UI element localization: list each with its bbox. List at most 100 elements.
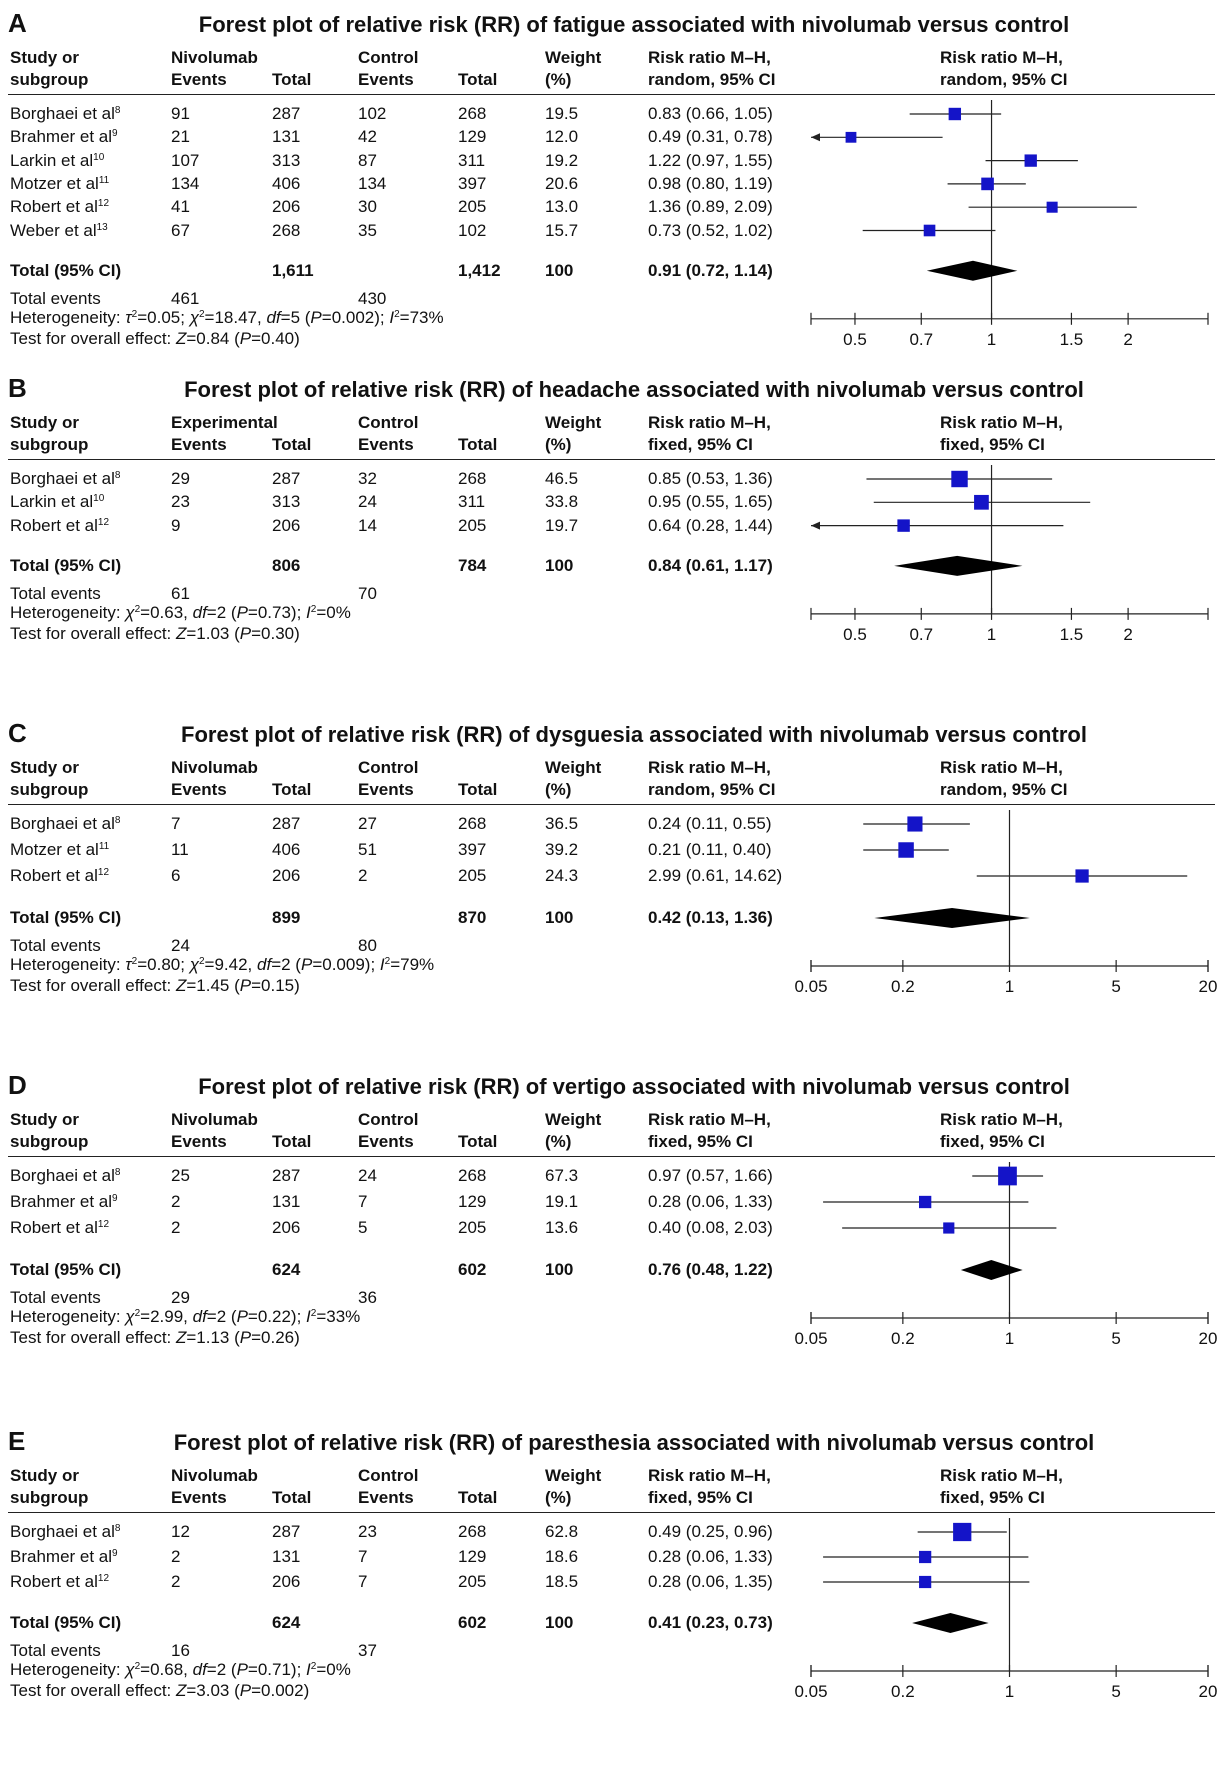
study-name: Robert et al12 [10,197,109,217]
study-marker [845,131,857,143]
header-rr: Risk ratio M–H, [648,1466,771,1485]
header-total-2: Total [458,70,498,89]
header-group2: Control [358,1110,419,1129]
forest-plot-svg: 0.5 0.7 1 1.5 2 [810,100,1209,349]
total-experimental: 206 [272,1572,301,1591]
study-ref: 9 [112,128,118,140]
weight-value: 18.6 [545,1547,579,1566]
total-label: Total (95% CI) [10,555,122,575]
events-control: 42 [358,127,377,147]
study-name: Robert et al12 [10,1572,109,1592]
events-experimental: 29 [171,469,190,488]
header-plot-method: random, 95% CI [940,70,1068,89]
header-group2: Control [358,413,419,432]
total-experimental: 287 [272,469,301,488]
header-plot: Risk ratio M–H, [940,758,1063,777]
weight-value: 12.0 [545,127,579,147]
total-control: 268 [458,814,487,833]
heterogeneity-stats: Heterogeneity: χ2=0.68, df=2 (P=0.71); I… [10,1660,351,1679]
risk-ratio-ci: 0.64 (0.28, 1.44) [648,515,773,535]
total-events-experimental: 16 [171,1641,190,1660]
events-experimental: 91 [171,104,190,123]
header-weight: Weight [545,1466,602,1485]
total-events-label: Total events [10,583,101,603]
header-events-2: Events [358,780,414,799]
study-ref: 12 [97,516,110,528]
study-author: Brahmer et al [10,127,113,147]
total-control: 129 [458,1192,487,1211]
study-marker [923,224,936,237]
study-author: Borghaei et al [10,469,115,488]
total-events-experimental: 461 [171,288,200,308]
study-author: Borghaei et al [10,1166,115,1185]
x-tick-label: 20 [1199,1682,1218,1701]
x-tick-label: 0.5 [843,625,867,644]
x-tick-label: 0.5 [843,330,867,349]
study-ref: 11 [98,174,110,186]
x-tick-label: 0.7 [909,330,933,349]
study-marker [918,1195,932,1209]
risk-ratio-ci: 0.24 (0.11, 0.55) [648,814,772,833]
heterogeneity-stats: Heterogeneity: τ2=0.80; χ2=9.42, df=2 (P… [10,955,435,974]
risk-ratio-ci: 1.36 (0.89, 2.09) [648,197,773,217]
header-events-1: Events [171,70,227,89]
heterogeneity-stats: Heterogeneity: χ2=2.99, df=2 (P=0.22); I… [10,1307,361,1326]
x-tick-label: 1.5 [1060,625,1084,644]
total-control: 311 [458,492,486,512]
events-control: 7 [358,1547,368,1566]
total-experimental: 268 [272,220,301,240]
events-experimental: 11 [171,840,189,859]
total-label: Total (95% CI) [10,908,122,927]
forest-panel: B Forest plot of relative risk (RR) of he… [0,365,1223,705]
risk-ratio-ci: 0.73 (0.52, 1.02) [648,220,773,240]
header-rr-method: fixed, 95% CI [648,1132,753,1151]
header-rr: Risk ratio M–H, [648,758,771,777]
header-events-1: Events [171,780,227,799]
header-rr-method: fixed, 95% CI [648,435,753,454]
total-label: Total (95% CI) [10,1260,122,1279]
risk-ratio-ci: 2.99 (0.61, 14.62) [648,866,783,885]
weight-value: 15.7 [545,220,579,240]
total-control: 311 [458,150,486,170]
total-events-experimental: 24 [171,936,190,955]
panel-letter: E [8,1426,26,1456]
study-name: Brahmer et al9 [10,127,118,147]
x-tick-label: 5 [1111,977,1120,996]
study-author: Robert et al [10,197,98,217]
header-total-1: Total [272,435,312,454]
study-name: Borghaei et al8 [10,104,120,124]
header-group1: Nivolumab [171,1466,258,1485]
study-marker [919,1575,932,1589]
panel-letter: B [8,373,27,403]
study-author: Larkin et al [10,150,94,170]
total-control: 205 [458,197,487,217]
header-study: Study or [10,48,79,67]
study-author: Weber et al [10,220,97,240]
forest-plot-svg: 0.05 0.2 1 5 20 [794,1518,1218,1701]
events-experimental: 67 [171,220,190,240]
total-weight: 100 [545,260,574,280]
events-experimental: 107 [171,150,200,170]
risk-ratio-ci: 0.21 (0.11, 0.40) [648,840,772,859]
total-n-control: 870 [458,908,487,927]
total-risk-ratio-ci: 0.91 (0.72, 1.14) [648,260,773,280]
total-experimental: 313 [272,492,301,512]
study-name: Borghaei et al8 [10,1166,120,1186]
x-tick-label: 1 [1005,1682,1014,1701]
weight-value: 46.5 [545,469,579,488]
header-plot-method: fixed, 95% CI [940,1488,1045,1507]
events-experimental: 2 [171,1192,181,1211]
header-subgroup: subgroup [10,70,89,89]
total-n-control: 1,412 [458,260,501,280]
total-n-experimental: 806 [272,555,301,575]
header-total-1: Total [272,780,312,799]
events-control: 35 [358,220,377,240]
weight-value: 67.3 [545,1166,579,1185]
forest-plot-svg: 0.05 0.2 1 5 20 [794,1162,1217,1348]
heterogeneity-stats: Heterogeneity: χ2=0.63, df=2 (P=0.73); I… [10,602,351,622]
weight-value: 18.5 [545,1572,579,1591]
events-experimental: 2 [171,1572,181,1591]
panel-letter: D [8,1070,27,1100]
header-subgroup: subgroup [10,435,89,454]
header-events-1: Events [171,435,227,454]
